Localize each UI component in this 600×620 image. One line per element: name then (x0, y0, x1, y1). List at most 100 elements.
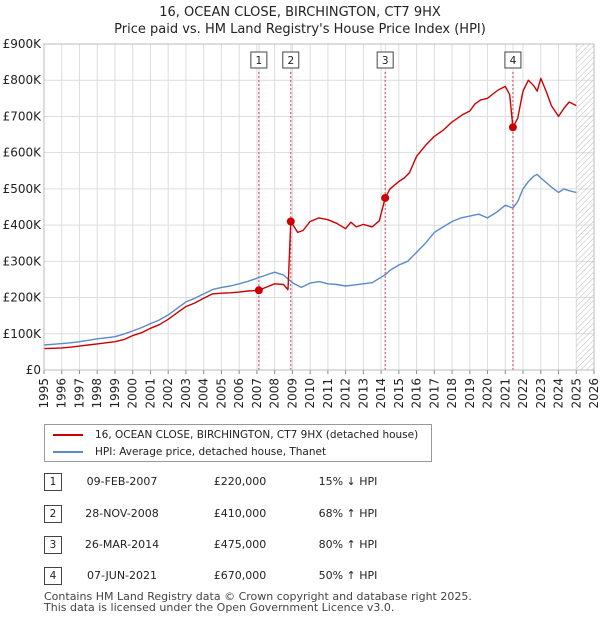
x-tick-label: 2008 (268, 378, 282, 409)
x-tick-label: 2020 (481, 378, 495, 409)
x-tick-label: 2017 (427, 378, 441, 409)
x-tick-label: 2016 (410, 378, 424, 409)
x-tick-label: 2023 (534, 378, 548, 409)
footer-copyright: Contains HM Land Registry data © Crown c… (44, 590, 472, 603)
sale-label-text: 4 (510, 55, 517, 67)
legend: 16, OCEAN CLOSE, BIRCHINGTON, CT7 9HX (d… (44, 424, 432, 462)
x-tick-label: 2014 (374, 378, 388, 409)
hpi-line (43, 173, 577, 346)
transaction-hpi: 15% ↓ HPI (318, 475, 378, 488)
chart-title: 16, OCEAN CLOSE, BIRCHINGTON, CT7 9HX Pr… (0, 4, 600, 38)
y-axis-ticks: £0 £100K £200K £300K £400K £500K £600K £700K £80… (3, 37, 43, 377)
legend-label-hpi: HPI: Average price, detached house, Than… (95, 446, 327, 458)
sale-label-text: 3 (382, 55, 389, 67)
transaction-price: £220,000 (213, 475, 267, 488)
x-tick-label: 2001 (143, 378, 157, 409)
table-row: 3 26-MAR-2014 £475,000 80% ↑ HPI (0, 535, 600, 555)
transaction-number: 3 (44, 536, 62, 554)
sale-point (286, 217, 295, 226)
y-tick-label: £100K (3, 327, 43, 341)
x-tick-label: 2000 (126, 378, 140, 409)
y-tick-label: £800K (3, 73, 43, 87)
x-tick-label: 2022 (516, 378, 530, 409)
y-tick-label: £600K (3, 146, 43, 160)
x-tick-label: 2019 (463, 378, 477, 409)
forecast-hatch-area (576, 44, 594, 370)
sale-label-box (504, 51, 522, 69)
series-lines (43, 77, 577, 350)
x-tick-label: 2003 (179, 378, 193, 409)
sale-point (381, 193, 390, 202)
x-tick-label: 2007 (250, 378, 264, 409)
footer-licence: This data is licensed under the Open Gov… (44, 601, 395, 614)
transaction-date: 07-JUN-2021 (86, 569, 158, 582)
x-tick-label: 2005 (214, 378, 228, 409)
x-tick-label: 1995 (37, 378, 51, 409)
sale-label-box (250, 51, 268, 69)
sale-band (384, 44, 387, 370)
x-tick-label: 2009 (285, 378, 299, 409)
sale-label-text: 1 (256, 55, 263, 67)
table-row: 4 07-JUN-2021 £670,000 50% ↑ HPI (0, 566, 600, 586)
x-tick-label: 2011 (321, 378, 335, 409)
transaction-hpi: 50% ↑ HPI (318, 569, 378, 582)
legend-swatch-property (53, 434, 83, 436)
y-tick-label: £200K (3, 291, 43, 305)
x-tick-label: 2013 (356, 378, 370, 409)
sale-labels: 1 2 3 4 (250, 51, 522, 69)
transaction-price: £475,000 (213, 538, 267, 551)
x-tick-label: 2004 (197, 378, 211, 409)
sale-points (254, 123, 517, 295)
y-tick-label: £400K (3, 218, 43, 232)
x-tick-label: 1997 (72, 378, 86, 409)
forecast-hatch (576, 44, 594, 370)
sale-label-text: 2 (287, 55, 294, 67)
transaction-number: 2 (44, 505, 62, 523)
x-tick-label: 1998 (90, 378, 104, 409)
sale-point (254, 286, 263, 295)
chart-title-line2: Price paid vs. HM Land Registry's House … (114, 22, 486, 37)
transaction-date: 26-MAR-2014 (84, 538, 160, 551)
transaction-date: 09-FEB-2007 (86, 475, 158, 488)
x-tick-label: 2010 (303, 378, 317, 409)
legend-label-property: 16, OCEAN CLOSE, BIRCHINGTON, CT7 9HX (d… (95, 429, 419, 441)
x-tick-label: 2018 (445, 378, 459, 409)
x-tick-label: 1999 (108, 378, 122, 409)
price-chart: 1 2 3 4 £0 £100K £200K £300K £400K £500K £600K £70… (3, 37, 600, 409)
sale-band (290, 44, 292, 370)
transaction-hpi: 68% ↑ HPI (318, 507, 378, 520)
footer: Contains HM Land Registry data © Crown c… (44, 591, 472, 613)
sale-label-box (376, 51, 394, 69)
legend-item-property: 16, OCEAN CLOSE, BIRCHINGTON, CT7 9HX (d… (45, 427, 429, 443)
x-tick-label: 2012 (339, 378, 353, 409)
y-tick-label: £500K (3, 182, 43, 196)
transaction-number: 4 (44, 567, 62, 585)
plot-frame (43, 43, 595, 371)
sale-band (258, 44, 260, 370)
x-tick-label: 2026 (587, 378, 600, 409)
y-tick-label: £900K (3, 37, 43, 51)
x-tick-label: 2021 (498, 378, 512, 409)
x-tick-label: 2015 (392, 378, 406, 409)
y-tick-label: £300K (3, 254, 43, 268)
transaction-hpi: 80% ↑ HPI (318, 538, 378, 551)
transaction-price: £410,000 (213, 507, 267, 520)
y-tick-label: £0 (26, 363, 41, 377)
chart-title-line1: 16, OCEAN CLOSE, BIRCHINGTON, CT7 9HX (159, 5, 441, 20)
x-tick-label: 1996 (55, 378, 69, 409)
sale-label-box (282, 51, 300, 69)
transaction-date: 28-NOV-2008 (85, 507, 159, 520)
x-axis-ticks: 1995 1996 1997 1998 1999 2000 2001 2002 2003 2004… (37, 43, 600, 409)
property-price-line (43, 77, 577, 350)
x-tick-label: 2002 (161, 378, 175, 409)
x-tick-label: 2024 (552, 378, 566, 409)
x-tick-label: 2025 (569, 378, 583, 409)
x-tick-label: 2006 (232, 378, 246, 409)
legend-swatch-hpi (53, 451, 83, 453)
table-row: 1 09-FEB-2007 £220,000 15% ↓ HPI (0, 472, 600, 492)
y-tick-label: £700K (3, 109, 43, 123)
legend-item-hpi: HPI: Average price, detached house, Than… (45, 444, 429, 460)
table-row: 2 28-NOV-2008 £410,000 68% ↑ HPI (0, 504, 600, 524)
transaction-number: 1 (44, 473, 62, 491)
transaction-price: £670,000 (213, 569, 267, 582)
